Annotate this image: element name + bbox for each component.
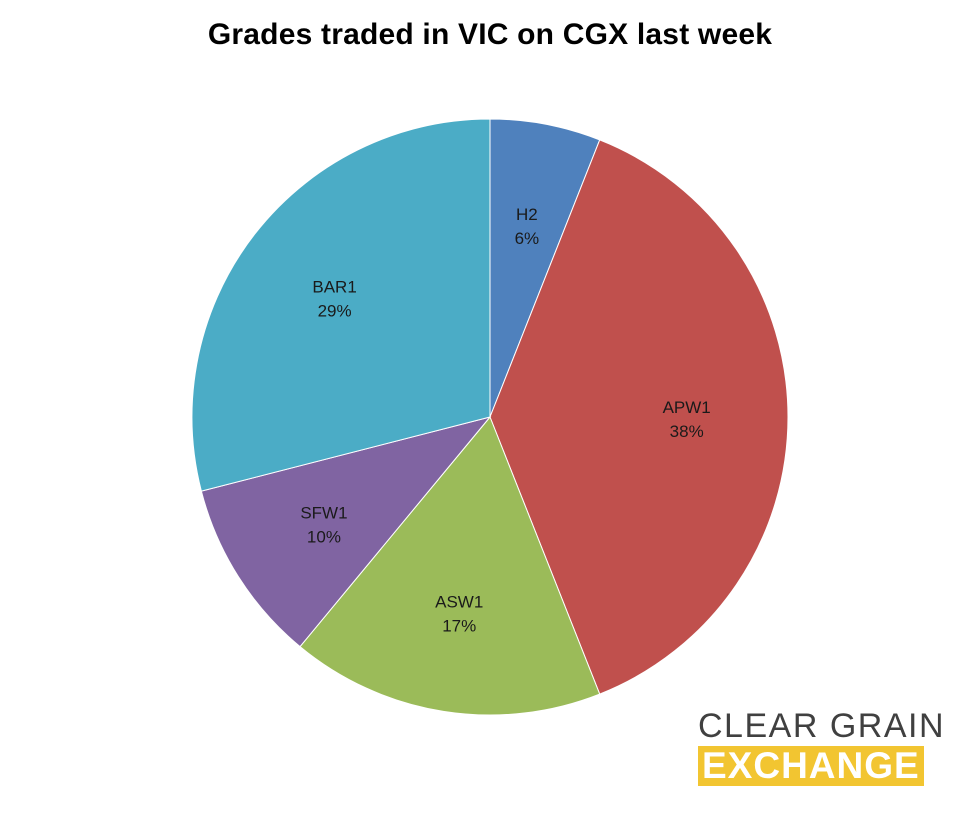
clear-grain-exchange-logo: CLEAR GRAIN EXCHANGE xyxy=(698,708,944,786)
slice-percent-h2: 6% xyxy=(515,229,540,248)
logo-line1: CLEAR GRAIN xyxy=(698,707,945,745)
slice-label-apw1: APW1 xyxy=(663,398,711,417)
slice-percent-apw1: 38% xyxy=(670,422,704,441)
slice-label-h2: H2 xyxy=(516,205,538,224)
slice-label-asw1: ASW1 xyxy=(435,592,483,611)
pie-slice-asw1 xyxy=(299,416,601,716)
slice-label-bar1: BAR1 xyxy=(312,277,356,296)
chart-title: Grades traded in VIC on CGX last week xyxy=(207,18,773,51)
slice-percent-bar1: 29% xyxy=(318,301,352,320)
pie-slice-bar1 xyxy=(191,118,491,492)
pie-slice-apw1 xyxy=(489,139,789,695)
pie-slice-sfw1 xyxy=(200,416,492,648)
slice-percent-sfw1: 10% xyxy=(307,527,341,546)
slice-label-sfw1: SFW1 xyxy=(300,503,347,522)
logo-line2: EXCHANGE xyxy=(698,746,924,786)
slice-percent-asw1: 17% xyxy=(442,616,476,635)
